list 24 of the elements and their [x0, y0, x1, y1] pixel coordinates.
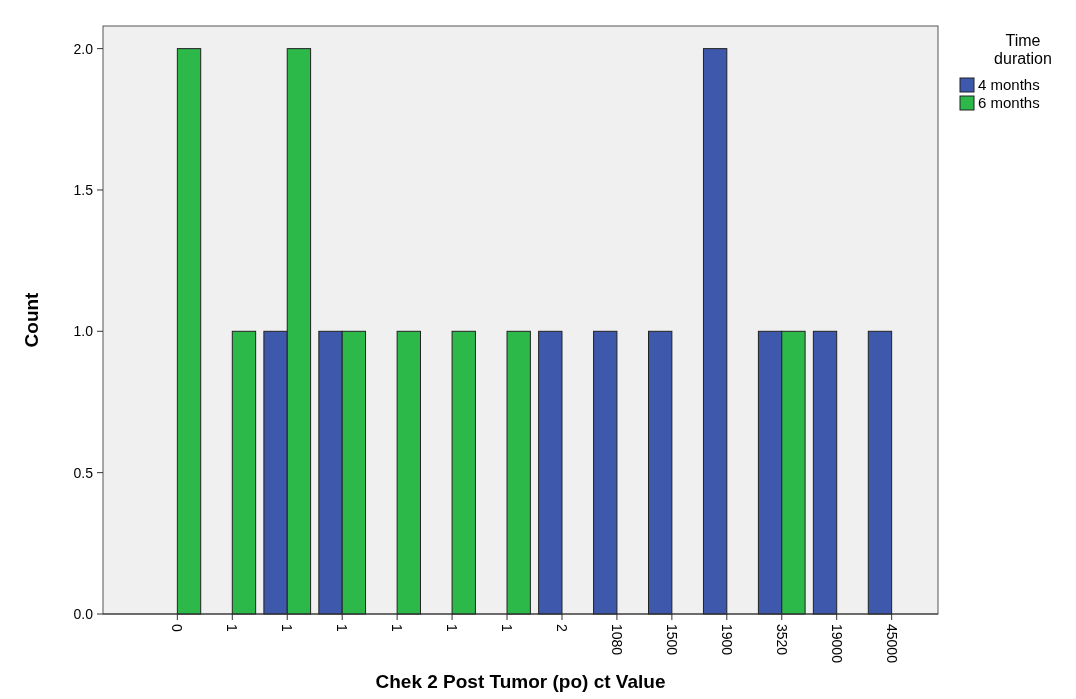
y-tick-label: 0.0 [73, 605, 94, 622]
y-tick-label: 1.5 [73, 181, 94, 198]
x-tick-label: 1 [224, 624, 241, 632]
x-tick-label: 2 [554, 624, 571, 632]
x-tick-label: 1 [444, 624, 461, 632]
x-tick-label: 1900 [718, 624, 735, 656]
x-tick-label: 0 [169, 624, 186, 632]
x-tick-label: 19000 [828, 624, 845, 664]
legend-title: Time duration [994, 32, 1052, 67]
y-tick-label: 2.0 [73, 40, 94, 57]
x-tick-label: 1 [499, 624, 516, 632]
x-tick-label: 1 [279, 624, 296, 632]
x-tick-label: 3520 [773, 624, 790, 656]
x-tick-label: 1080 [609, 624, 626, 656]
y-tick-label: 0.5 [73, 464, 94, 481]
y-tick-label: 1.0 [73, 323, 94, 340]
x-tick-label: 1 [389, 624, 406, 632]
x-axis-title: Chek 2 Post Tumor (po) ct Value [375, 671, 666, 692]
y-axis-title: Count [21, 291, 42, 348]
x-tick-label: 1500 [663, 624, 680, 656]
x-tick-label: 1 [334, 624, 351, 632]
legend-label: 4 months [978, 76, 1040, 94]
legend-label: 6 months [978, 94, 1040, 112]
x-tick-label: 45000 [883, 624, 900, 664]
